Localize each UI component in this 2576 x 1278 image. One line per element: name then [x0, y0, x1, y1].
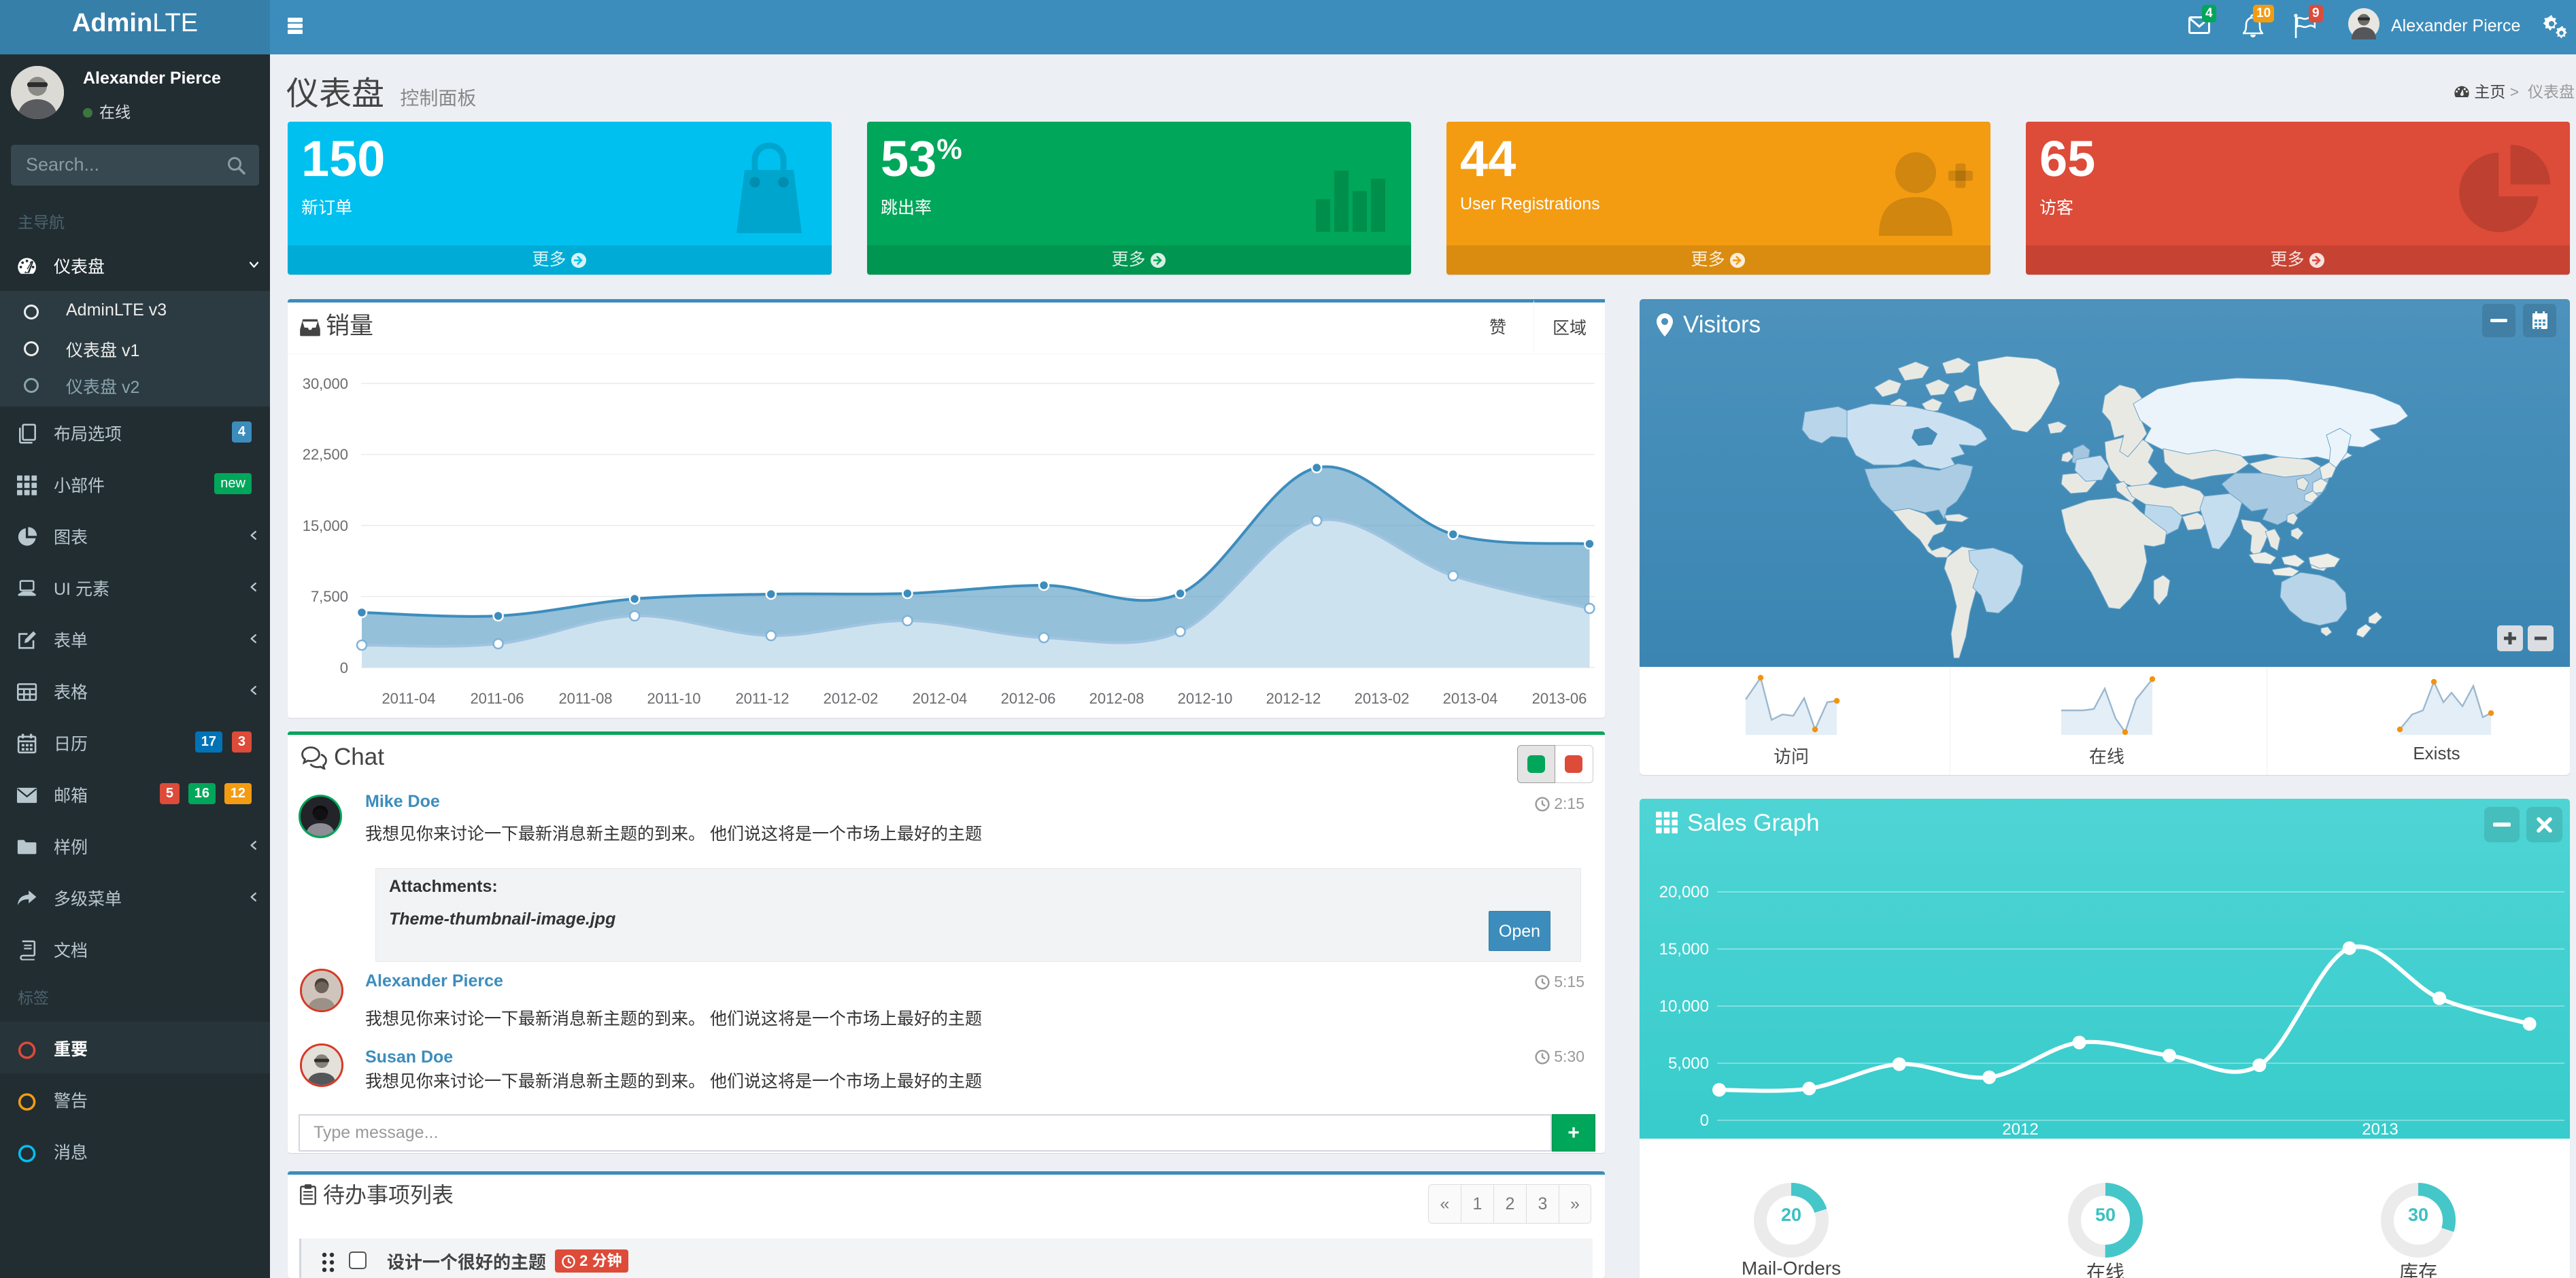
svg-text:20,000: 20,000	[1659, 883, 1709, 901]
svg-text:2013: 2013	[2362, 1120, 2398, 1139]
svg-text:2011-10: 2011-10	[647, 690, 700, 707]
svg-text:2012-12: 2012-12	[1266, 690, 1321, 707]
svg-text:2012-02: 2012-02	[824, 690, 879, 707]
svg-text:22,500: 22,500	[303, 446, 348, 463]
svg-text:2013-04: 2013-04	[1443, 690, 1498, 707]
svg-text:10,000: 10,000	[1659, 997, 1709, 1016]
svg-text:2011-08: 2011-08	[558, 690, 612, 707]
svg-text:2012: 2012	[2002, 1120, 2038, 1139]
svg-text:2013-06: 2013-06	[1532, 690, 1587, 707]
svg-text:15,000: 15,000	[303, 517, 348, 534]
svg-text:2012-06: 2012-06	[1001, 690, 1056, 707]
svg-text:30,000: 30,000	[303, 375, 348, 392]
svg-text:2012-04: 2012-04	[913, 690, 968, 707]
svg-text:2011-04: 2011-04	[382, 690, 435, 707]
svg-text:5,000: 5,000	[1668, 1054, 1709, 1073]
svg-text:2012-10: 2012-10	[1178, 690, 1233, 707]
svg-text:15,000: 15,000	[1659, 940, 1709, 958]
svg-text:7,500: 7,500	[311, 588, 348, 605]
svg-text:2011-06: 2011-06	[470, 690, 524, 707]
svg-text:2013-02: 2013-02	[1355, 690, 1410, 707]
svg-text:2011-12: 2011-12	[735, 690, 789, 707]
svg-text:0: 0	[340, 659, 348, 676]
svg-text:2012-08: 2012-08	[1089, 690, 1145, 707]
svg-text:0: 0	[1700, 1111, 1709, 1130]
